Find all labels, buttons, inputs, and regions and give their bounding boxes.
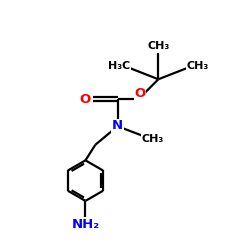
Text: H₃C: H₃C [108, 61, 131, 71]
Text: O: O [79, 92, 90, 106]
Text: CH₃: CH₃ [142, 134, 164, 143]
Text: CH₃: CH₃ [147, 42, 170, 51]
Text: CH₃: CH₃ [186, 61, 208, 71]
Text: O: O [134, 87, 145, 100]
Text: NH₂: NH₂ [72, 218, 100, 231]
Text: N: N [112, 119, 123, 132]
